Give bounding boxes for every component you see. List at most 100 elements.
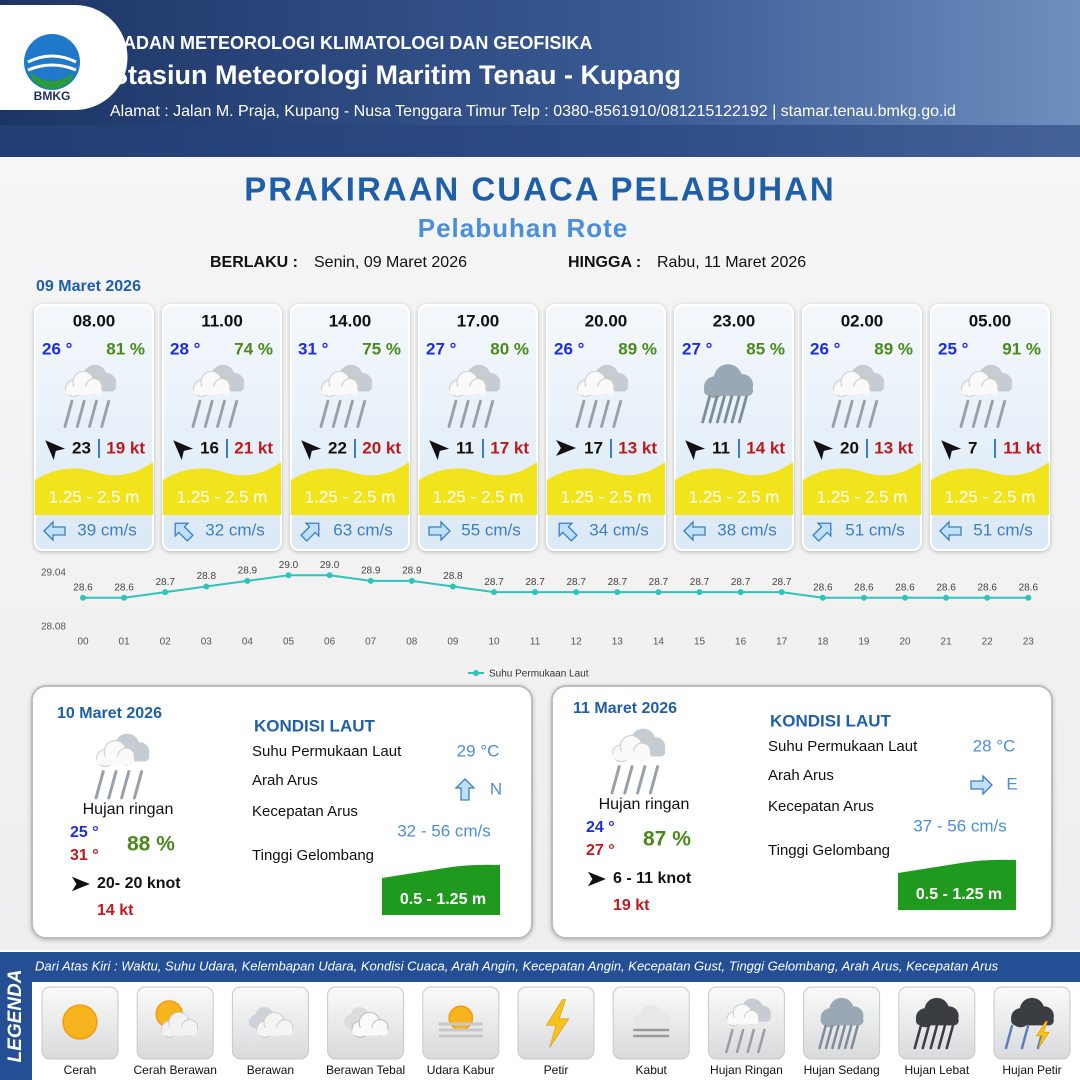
x-tick-label: 10 — [488, 637, 500, 648]
sst-point — [367, 577, 374, 584]
legend-item: Hujan Sedang — [804, 1063, 880, 1077]
value-label: 29.0 — [279, 560, 299, 571]
rain-streak — [216, 399, 226, 428]
rain-streak — [725, 1028, 734, 1054]
legend-item: Cerah — [64, 1063, 97, 1077]
wind: 20- 20 knot — [97, 875, 181, 892]
rain-streak — [921, 1024, 931, 1050]
cloud-base — [577, 386, 614, 395]
rain-streak — [837, 1024, 847, 1050]
weather-icon — [959, 364, 1013, 428]
current: 38 cm/s — [717, 520, 777, 539]
weather-icon — [633, 1004, 670, 1038]
legend-title: LEGENDA — [5, 970, 26, 1063]
rain-streak — [94, 770, 105, 800]
wave: 1.25 - 2.5 m — [689, 487, 780, 506]
temp: 25 ° — [938, 339, 969, 358]
wave-area — [35, 462, 153, 515]
sst-point — [449, 583, 456, 590]
rain-streak — [100, 399, 111, 428]
current-arrow — [43, 520, 66, 542]
wave: 1.25 - 2.5 m — [49, 487, 140, 506]
legend-description: Dari Atas Kiri : Waktu, Suhu Udara, Kele… — [35, 958, 999, 973]
rain-streak — [203, 399, 214, 428]
current-arrow — [174, 522, 194, 542]
value-label: 28.7 — [566, 577, 586, 588]
sst-point — [737, 589, 744, 596]
rain-streak — [818, 1024, 827, 1050]
gust: 13 kt — [618, 438, 657, 457]
sst-point — [491, 589, 497, 596]
cloud-base — [961, 386, 998, 395]
cloud-base — [703, 384, 754, 396]
weather-icon — [913, 997, 959, 1050]
wave-area — [931, 462, 1049, 515]
legend-item: Berawan Tebal — [326, 1063, 405, 1077]
legend-entry: Suhu Permukaan Laut — [489, 669, 589, 680]
x-tick-label: 15 — [694, 637, 706, 648]
current-dir: N — [490, 779, 502, 798]
agency: BADAN METEOROLOGI KLIMATOLOGI DAN GEOFIS… — [110, 33, 592, 53]
bolt — [545, 999, 570, 1048]
wave-area — [803, 462, 921, 515]
current-dir: E — [1006, 774, 1017, 793]
cloud-base — [633, 1019, 670, 1028]
wind-arrow — [587, 871, 606, 887]
cloud-base — [161, 1027, 198, 1036]
subtitle: Pelabuhan Rote — [418, 213, 628, 243]
sst-point — [819, 594, 826, 601]
wave-area — [419, 462, 537, 515]
rain-streak — [971, 399, 982, 428]
cloud-base — [256, 1027, 293, 1036]
day-date: 11 Maret 2026 — [573, 700, 677, 717]
rain-streak — [701, 395, 712, 424]
value-label: 28.9 — [238, 566, 258, 577]
sst: 29 °C — [457, 741, 500, 760]
rain-streak — [600, 399, 610, 428]
address: Alamat : Jalan M. Praja, Kupang - Nusa T… — [110, 103, 956, 120]
rain-streak — [610, 765, 621, 795]
sst-point — [614, 589, 621, 596]
rain-streak — [575, 399, 586, 428]
wind-speed: 22 — [328, 438, 347, 457]
gust: 11 kt — [1003, 438, 1041, 457]
sst-point — [1025, 594, 1032, 601]
humidity: 91 % — [1002, 339, 1041, 358]
weather-icon — [155, 1000, 199, 1038]
current: 51 cm/s — [845, 520, 905, 539]
value-label: 28.6 — [1019, 582, 1039, 593]
weather-icon — [63, 364, 117, 428]
x-tick-label: 03 — [201, 637, 213, 648]
cloud-base — [193, 386, 230, 395]
rain-streak — [843, 1024, 853, 1050]
temp-min: 25 ° — [70, 824, 99, 841]
current-arrow — [683, 520, 706, 542]
sst-point — [244, 577, 251, 584]
wind-speed: 11 — [456, 438, 474, 457]
rain-streak — [191, 399, 202, 428]
current-arrow — [939, 520, 962, 542]
header-floor — [0, 125, 1080, 157]
from: Senin, 09 Maret 2026 — [314, 254, 467, 271]
speed-label: Kecepatan Arus — [252, 803, 358, 820]
weather-icon — [344, 1007, 389, 1038]
wind-speed: 11 — [712, 438, 730, 457]
x-tick-label: 01 — [119, 637, 131, 648]
wind-speed: 16 — [200, 438, 219, 457]
weather-icon — [610, 728, 666, 795]
rain-streak — [132, 770, 144, 800]
sst-point — [203, 583, 210, 590]
sst-label: Suhu Permukaan Laut — [768, 738, 918, 755]
time: 05.00 — [969, 311, 1012, 330]
value-label: 28.7 — [690, 577, 710, 588]
legend-item: Hujan Petir — [1002, 1063, 1061, 1077]
rain-streak — [984, 399, 994, 428]
x-tick-label: 21 — [941, 637, 953, 648]
temp: 26 ° — [554, 339, 585, 358]
x-tick-label: 18 — [817, 637, 829, 648]
logo-globe — [24, 34, 80, 90]
weather-icon — [575, 364, 629, 428]
wind-arrow — [941, 440, 962, 461]
wind-arrow — [173, 440, 194, 461]
